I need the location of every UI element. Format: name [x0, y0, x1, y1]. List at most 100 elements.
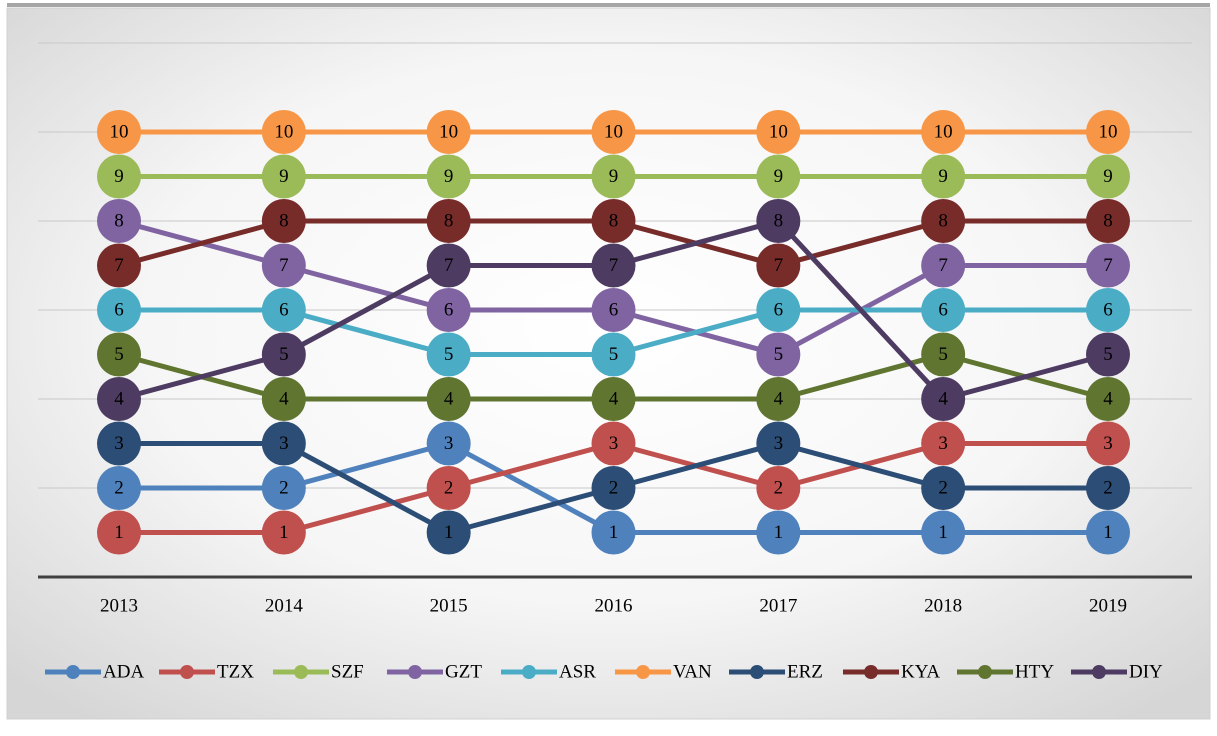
data-label: 2: [1103, 477, 1113, 498]
data-label: 2: [114, 477, 124, 498]
legend-marker: [180, 665, 194, 679]
data-label: 8: [774, 210, 784, 231]
data-label: 3: [114, 433, 124, 454]
point: [921, 377, 966, 421]
data-label: 7: [1103, 255, 1113, 276]
data-label: 8: [609, 210, 619, 231]
data-label: 3: [1103, 433, 1113, 454]
data-label: 6: [1103, 299, 1113, 320]
data-label: 6: [774, 299, 784, 320]
data-label: 10: [769, 121, 788, 142]
legend-marker: [1092, 665, 1106, 679]
point: [261, 332, 306, 377]
point: [97, 466, 141, 510]
data-label: 4: [279, 388, 289, 409]
point: [921, 421, 966, 466]
data-label: 1: [1103, 522, 1113, 543]
legend-label: GZT: [445, 661, 482, 682]
data-label: 9: [774, 166, 784, 187]
point: [1086, 332, 1130, 377]
point: [426, 377, 471, 421]
data-label: 2: [938, 477, 948, 498]
point: [756, 288, 801, 332]
point: [591, 110, 636, 154]
x-tick-label: 2014: [265, 595, 304, 616]
data-label: 7: [114, 255, 124, 276]
data-label: 5: [279, 344, 289, 365]
point: [426, 154, 471, 199]
point: [261, 288, 306, 332]
data-label: 6: [609, 299, 619, 320]
point: [591, 199, 636, 243]
point: [97, 199, 141, 243]
point: [426, 110, 471, 154]
point: [591, 332, 636, 377]
point: [756, 421, 801, 466]
data-label: 3: [444, 433, 454, 454]
point: [426, 243, 471, 288]
data-label: 6: [114, 299, 124, 320]
data-label: 6: [279, 299, 289, 320]
point: [756, 466, 801, 510]
data-label: 9: [938, 166, 948, 187]
legend-label: DIY: [1129, 661, 1163, 682]
data-label: 1: [609, 522, 619, 543]
point: [591, 243, 636, 288]
data-label: 1: [114, 522, 124, 543]
legend-label: VAN: [673, 661, 712, 682]
point: [1086, 288, 1130, 332]
data-label: 8: [938, 210, 948, 231]
point: [261, 154, 306, 199]
legend-marker: [864, 665, 878, 679]
legend-marker: [294, 665, 308, 679]
legend-label: ERZ: [787, 661, 823, 682]
legend-marker: [636, 665, 650, 679]
point: [921, 243, 966, 288]
x-tick-label: 2018: [924, 595, 962, 616]
point: [97, 110, 141, 154]
point: [261, 199, 306, 243]
point: [1086, 377, 1130, 421]
data-label: 5: [609, 344, 619, 365]
data-label: 10: [1099, 121, 1118, 142]
legend-marker: [750, 665, 764, 679]
legend-label: KYA: [901, 661, 940, 682]
data-label: 3: [609, 433, 619, 454]
data-label: 9: [609, 166, 619, 187]
point: [97, 377, 141, 421]
x-tick-label: 2017: [759, 595, 797, 616]
point: [591, 510, 636, 555]
point: [1086, 154, 1130, 199]
legend-label: HTY: [1015, 661, 1054, 682]
point: [1086, 243, 1130, 288]
data-label: 4: [938, 388, 948, 409]
point: [1086, 199, 1130, 243]
point: [261, 510, 306, 555]
data-label: 10: [604, 121, 623, 142]
point: [921, 332, 966, 377]
data-label: 8: [1103, 210, 1113, 231]
data-label: 8: [114, 210, 124, 231]
point: [261, 243, 306, 288]
point: [591, 288, 636, 332]
point: [921, 199, 966, 243]
point: [97, 332, 141, 377]
point: [1086, 421, 1130, 466]
point: [756, 154, 801, 199]
data-label: 9: [114, 166, 124, 187]
legend-label: SZF: [331, 661, 364, 682]
point: [426, 332, 471, 377]
data-label: 4: [114, 388, 124, 409]
data-label: 5: [774, 344, 784, 365]
data-label: 2: [774, 477, 784, 498]
data-label: 6: [938, 299, 948, 320]
data-label: 7: [609, 255, 619, 276]
point: [756, 110, 801, 154]
legend-label: ASR: [559, 661, 596, 682]
data-label: 10: [934, 121, 953, 142]
legend-label: ADA: [103, 661, 144, 682]
point: [1086, 466, 1130, 510]
point: [921, 110, 966, 154]
data-label: 2: [279, 477, 289, 498]
